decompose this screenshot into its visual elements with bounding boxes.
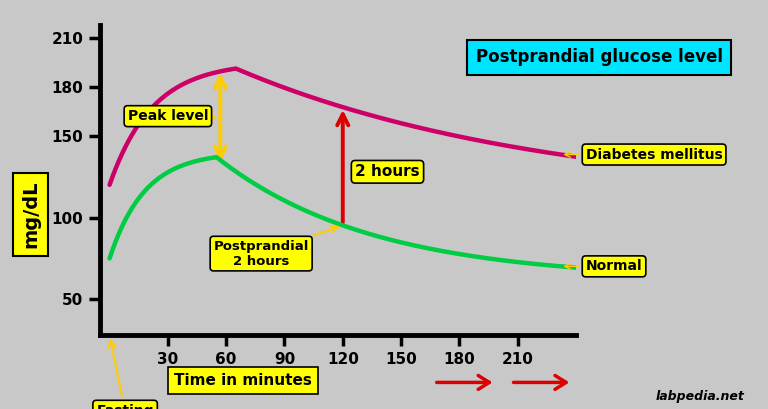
Text: Peak level: Peak level: [127, 109, 216, 123]
Text: Diabetes mellitus: Diabetes mellitus: [564, 148, 723, 162]
Text: mg/dL: mg/dL: [22, 181, 40, 249]
Text: Fasting: Fasting: [96, 340, 154, 409]
Text: Postprandial
2 hours: Postprandial 2 hours: [214, 226, 338, 267]
Text: labpedia.net: labpedia.net: [656, 390, 745, 403]
Text: Postprandial glucose level: Postprandial glucose level: [475, 48, 723, 66]
Text: Normal: Normal: [564, 259, 642, 273]
Text: Time in minutes: Time in minutes: [174, 373, 312, 388]
Text: 2 hours: 2 hours: [355, 164, 420, 179]
